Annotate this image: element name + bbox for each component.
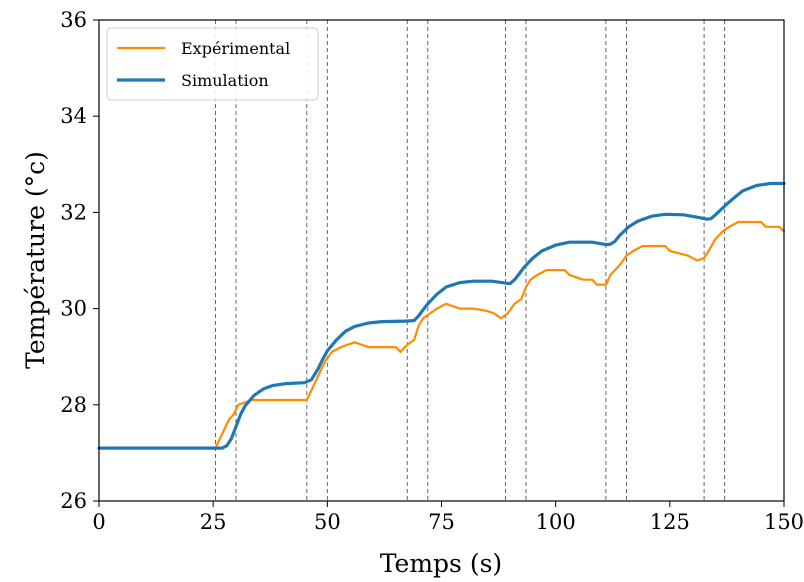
x-tick-label: 100 [536, 510, 576, 534]
x-tick-label: 125 [650, 510, 690, 534]
x-axis-title: Temps (s) [380, 549, 502, 578]
series-line-experimental [97, 220, 786, 450]
x-tick-label: 0 [92, 510, 105, 534]
legend: Expérimental Simulation [106, 27, 319, 101]
legend-label-experimental: Expérimental [181, 39, 290, 58]
y-tick-label: 26 [60, 489, 87, 513]
x-tick-label: 75 [428, 510, 455, 534]
y-axis: 26 28 30 32 34 36 [60, 8, 99, 513]
series-lines [97, 181, 786, 450]
y-tick-label: 34 [60, 104, 87, 128]
y-tick-label: 36 [60, 8, 87, 32]
x-axis: 0 25 50 75 100 125 150 [92, 501, 804, 534]
y-tick-label: 30 [60, 297, 87, 321]
y-axis-title: Température (°c) [21, 151, 50, 369]
legend-box [106, 27, 319, 101]
legend-label-simulation: Simulation [181, 71, 269, 90]
y-tick-label: 32 [60, 200, 87, 224]
y-tick-label: 28 [60, 393, 87, 417]
series-line-simulation [97, 181, 786, 450]
x-tick-label: 50 [314, 510, 341, 534]
x-tick-label: 150 [764, 510, 804, 534]
x-tick-label: 25 [200, 510, 227, 534]
